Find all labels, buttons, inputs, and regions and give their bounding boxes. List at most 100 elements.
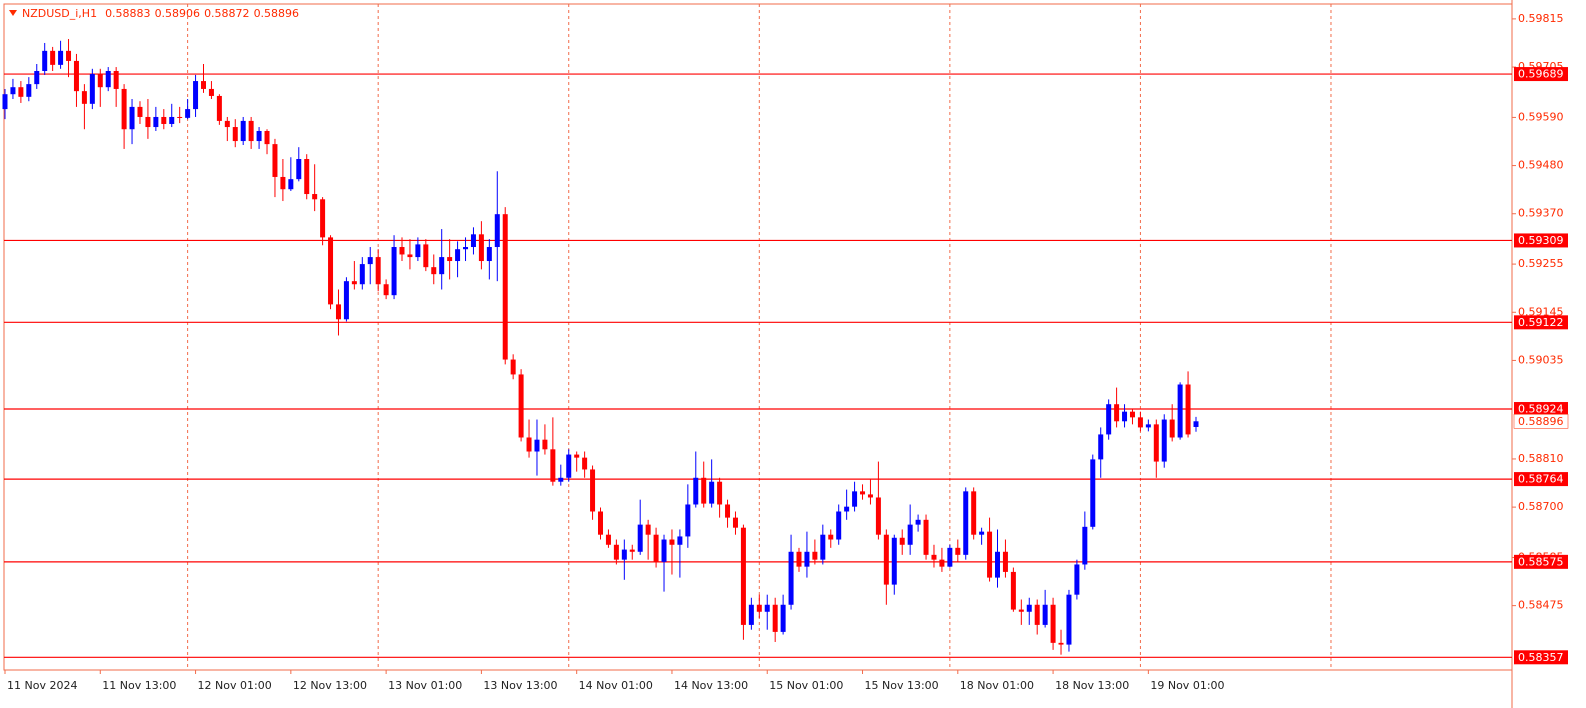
y-tick-label: 0.59590 [1518,110,1564,123]
candle-body [502,214,508,360]
candle-body [137,106,143,117]
candle-body [1169,419,1175,438]
candle-body [201,81,206,89]
symbol: NZDUSD_i,H1 [22,7,97,20]
candle-body [272,144,278,177]
candle-body [725,504,731,518]
level-label: 0.58924 [1518,403,1564,416]
candle-body [399,247,405,255]
candle-body [629,549,635,552]
candle-body [860,491,866,495]
candle-body [288,179,294,190]
candle-body [224,120,230,128]
candle-body [605,534,611,545]
candle-body [1161,419,1167,462]
candle-body [73,60,79,92]
level-label: 0.59309 [1518,234,1564,247]
candle-body [470,234,476,248]
level-label-box [1514,554,1568,569]
candle-body [685,504,691,537]
level-label-box [1514,315,1568,330]
candle-body [2,94,8,110]
y-tick-label: 0.58810 [1518,452,1564,465]
candle-body [407,254,413,258]
candle-body [828,534,834,540]
candle-body [177,116,183,118]
x-tick-label: 15 Nov 01:00 [769,679,843,692]
candle-body [121,88,127,130]
candle-body [875,497,881,535]
quote-low: 0.58872 [204,7,250,20]
axes: 0.598150.597050.595900.594800.593700.592… [4,12,1569,692]
candle-body [931,554,937,560]
candle-body [923,519,929,555]
level-label: 0.58764 [1518,473,1564,486]
candle-body [947,547,953,567]
candle-body [812,551,818,560]
x-tick-label: 18 Nov 13:00 [1055,679,1129,692]
candle-body [1026,604,1032,612]
candle-body [701,477,707,504]
x-tick-label: 14 Nov 01:00 [579,679,653,692]
candle-body [883,534,889,585]
candle-body [590,469,596,512]
bid-label: 0.58896 [1518,415,1564,428]
candle-body [836,511,842,540]
candle-body [1106,404,1112,435]
candle-body [367,257,373,265]
candle-body [732,517,738,528]
level-label: 0.58357 [1518,651,1564,664]
candle-body [510,359,516,375]
candle-body [447,257,453,262]
candle-body [1010,571,1016,610]
candle-body [637,524,643,552]
x-tick-label: 14 Nov 13:00 [674,679,748,692]
candle-body [208,88,214,96]
candle-body [867,494,873,498]
level-label-box [1514,67,1568,82]
level-label: 0.59689 [1518,68,1564,81]
candle-body [486,247,492,262]
y-tick-label: 0.59255 [1518,257,1564,270]
candle-body [232,127,238,142]
level-label: 0.58575 [1518,555,1564,568]
x-tick-label: 13 Nov 01:00 [388,679,462,692]
candle-body [1082,526,1088,565]
candle-body [391,247,397,296]
candle-body [693,477,699,505]
candle-body [796,551,802,567]
candle-body [772,604,778,632]
candle-body [256,130,262,142]
candle-body [844,506,850,512]
y-tick-label: 0.59145 [1518,305,1564,318]
level-label: 0.59122 [1518,316,1564,329]
candle-body [153,116,159,128]
x-tick-label: 12 Nov 01:00 [198,679,272,692]
candle-body [375,257,381,285]
bid-label-box [1513,414,1569,429]
candle-body [81,91,87,104]
candle-body [10,87,16,95]
x-tick-label: 15 Nov 13:00 [865,679,939,692]
candle-body [748,604,754,625]
candle-body [1114,404,1120,422]
y-tick-label: 0.59815 [1518,12,1564,25]
candle-body [717,481,723,505]
candle-body [34,70,40,85]
candle-body [431,267,437,275]
candle-body [359,264,365,285]
candle-body [621,549,627,560]
quote-high: 0.58906 [155,7,201,20]
candle-body [478,234,484,262]
candle-body [335,304,341,320]
candle-body [852,491,858,507]
candle-body [1002,551,1008,572]
candle-body [320,199,326,238]
candle-body [1018,609,1024,612]
candle-body [613,544,619,560]
candle-body [169,116,175,124]
candle-body [66,50,72,61]
candle-body [780,604,786,632]
candle-body [129,106,135,130]
